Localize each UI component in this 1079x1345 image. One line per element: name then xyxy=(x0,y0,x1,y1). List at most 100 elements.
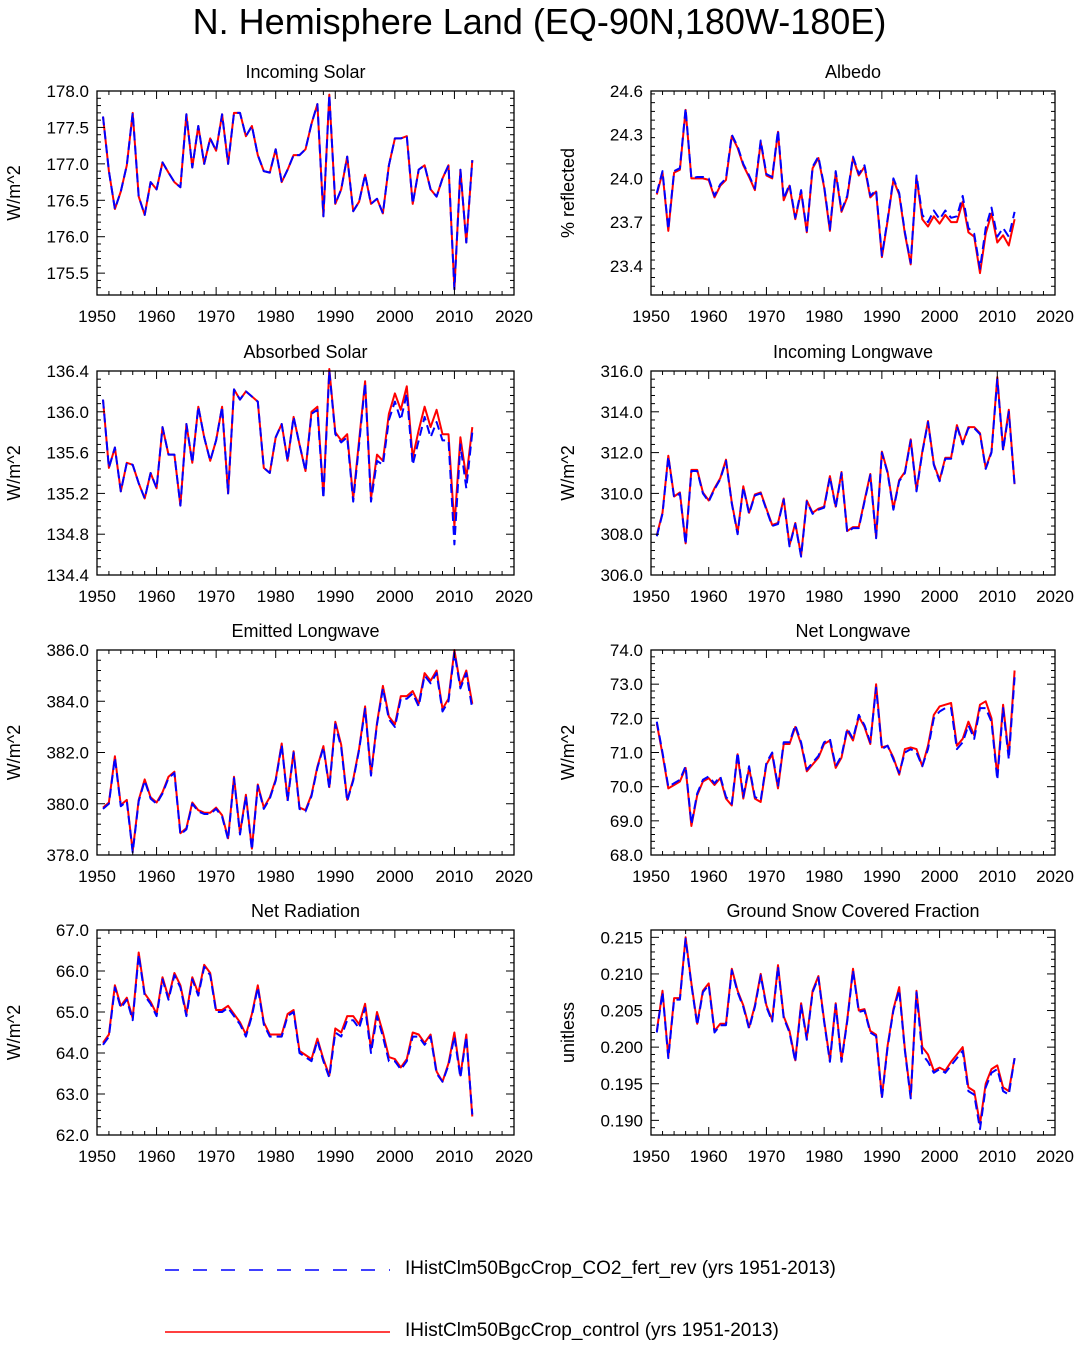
chart-panel-8: Ground Snow Covered Fraction unitless 1950… xyxy=(558,901,1074,1166)
x-tick-label: 1980 xyxy=(257,867,295,886)
y-tick-label: 386.0 xyxy=(46,641,89,660)
y-tick-label: 24.0 xyxy=(610,169,643,188)
y-tick-label: 380.0 xyxy=(46,795,89,814)
x-tick-label: 2000 xyxy=(376,587,414,606)
x-tick-label: 1970 xyxy=(748,1147,786,1166)
x-tick-label: 1950 xyxy=(632,587,670,606)
y-tick-label: 69.0 xyxy=(610,812,643,831)
x-tick-label: 1980 xyxy=(257,587,295,606)
y-axis-label: W/m^2 xyxy=(4,445,24,500)
y-tick-label: 135.2 xyxy=(46,484,89,503)
figure-title: N. Hemisphere Land (EQ-90N,180W-180E) xyxy=(192,1,887,42)
y-tick-label: 23.7 xyxy=(610,213,643,232)
x-tick-label: 1950 xyxy=(78,587,116,606)
y-tick-label: 65.0 xyxy=(56,1003,89,1022)
x-tick-label: 1960 xyxy=(690,587,728,606)
x-tick-label: 2010 xyxy=(978,867,1016,886)
y-tick-label: 0.210 xyxy=(600,965,643,984)
x-tick-label: 1980 xyxy=(257,307,295,326)
y-tick-label: 0.195 xyxy=(600,1075,643,1094)
series-line-co2-fert-rev xyxy=(655,677,1016,826)
y-tick-label: 64.0 xyxy=(56,1044,89,1063)
x-tick-label: 1990 xyxy=(863,587,901,606)
x-tick-label: 1970 xyxy=(197,307,235,326)
y-tick-label: 67.0 xyxy=(56,921,89,940)
series-line-control xyxy=(655,108,1016,275)
y-axis-label: W/m^2 xyxy=(4,725,24,780)
chart-panel-6: Net Longwave W/m^2 1950 1960 1970 1980 1990 200… xyxy=(558,621,1074,886)
chart-panel-4: Incoming Longwave W/m^2 1950 1960 1970 1980 19… xyxy=(558,342,1074,606)
plot-frame xyxy=(96,370,515,576)
x-tick-label: 2010 xyxy=(978,307,1016,326)
panel-title: Emitted Longwave xyxy=(231,621,379,641)
y-tick-label: 70.0 xyxy=(610,778,643,797)
x-tick-label: 1970 xyxy=(748,587,786,606)
x-tick-label: 1960 xyxy=(690,1147,728,1166)
y-tick-label: 0.200 xyxy=(600,1038,643,1057)
x-tick-label: 2000 xyxy=(921,867,959,886)
x-tick-label: 2020 xyxy=(1036,587,1074,606)
plot-frame xyxy=(650,370,1056,576)
panel-title: Incoming Longwave xyxy=(773,342,933,362)
x-tick-label: 1950 xyxy=(78,867,116,886)
series-line-control xyxy=(102,368,474,527)
y-tick-label: 176.0 xyxy=(46,228,89,247)
series-line-control xyxy=(102,93,474,291)
plot-frame xyxy=(650,929,1056,1136)
x-tick-label: 1980 xyxy=(805,587,843,606)
y-tick-label: 306.0 xyxy=(600,566,643,585)
y-tick-label: 310.0 xyxy=(600,484,643,503)
y-tick-label: 66.0 xyxy=(56,962,89,981)
x-tick-label: 1970 xyxy=(197,1147,235,1166)
panel-title: Albedo xyxy=(825,62,881,82)
series-line-co2-fert-rev xyxy=(102,93,474,291)
y-axis-label: W/m^2 xyxy=(4,1005,24,1060)
x-tick-label: 1960 xyxy=(690,867,728,886)
y-axis-label: W/m^2 xyxy=(4,165,24,220)
chart-panel-5: Emitted Longwave W/m^2 1950 1960 1970 1980 199… xyxy=(4,621,533,886)
x-tick-label: 1990 xyxy=(316,1147,354,1166)
y-tick-label: 24.6 xyxy=(610,82,643,101)
x-tick-label: 1990 xyxy=(316,867,354,886)
x-tick-label: 2010 xyxy=(436,1147,474,1166)
series-line-control xyxy=(102,951,474,1117)
panel-title: Absorbed Solar xyxy=(243,342,367,362)
y-tick-label: 68.0 xyxy=(610,846,643,865)
panel-title: Incoming Solar xyxy=(245,62,365,82)
panel-title: Net Longwave xyxy=(795,621,910,641)
x-tick-label: 1990 xyxy=(316,307,354,326)
x-tick-label: 1950 xyxy=(78,1147,116,1166)
y-tick-label: 136.4 xyxy=(46,362,89,381)
x-tick-label: 2020 xyxy=(495,307,533,326)
legend-line-case2 xyxy=(165,1331,390,1333)
y-tick-label: 135.6 xyxy=(46,444,89,463)
x-tick-label: 2010 xyxy=(436,867,474,886)
plot-grid: Incoming Solar W/m^2 1950 1960 1970 1980 1990 2… xyxy=(4,62,1074,1166)
panel-title: Net Radiation xyxy=(251,901,360,921)
x-tick-label: 1970 xyxy=(197,867,235,886)
x-tick-label: 1990 xyxy=(863,1147,901,1166)
y-tick-label: 314.0 xyxy=(600,403,643,422)
x-tick-label: 1960 xyxy=(138,867,176,886)
legend: IHistClm50BgcCrop_CO2_fert_rev (yrs 1951… xyxy=(0,1240,1079,1345)
series-line-control xyxy=(655,376,1016,557)
x-tick-label: 1960 xyxy=(690,307,728,326)
y-tick-label: 316.0 xyxy=(600,362,643,381)
x-tick-label: 1970 xyxy=(197,587,235,606)
y-tick-label: 312.0 xyxy=(600,444,643,463)
x-tick-label: 1980 xyxy=(805,867,843,886)
series-line-co2-fert-rev xyxy=(102,651,474,854)
y-tick-label: 73.0 xyxy=(610,675,643,694)
y-tick-label: 382.0 xyxy=(46,744,89,763)
x-tick-label: 1960 xyxy=(138,1147,176,1166)
y-tick-label: 63.0 xyxy=(56,1085,89,1104)
y-tick-label: 71.0 xyxy=(610,744,643,763)
x-tick-label: 1980 xyxy=(805,307,843,326)
y-tick-label: 384.0 xyxy=(46,692,89,711)
x-tick-label: 2020 xyxy=(495,1147,533,1166)
x-tick-label: 2020 xyxy=(1036,867,1074,886)
y-tick-label: 24.3 xyxy=(610,126,643,145)
y-tick-label: 136.0 xyxy=(46,403,89,422)
y-tick-label: 74.0 xyxy=(610,641,643,660)
x-tick-label: 1950 xyxy=(632,307,670,326)
